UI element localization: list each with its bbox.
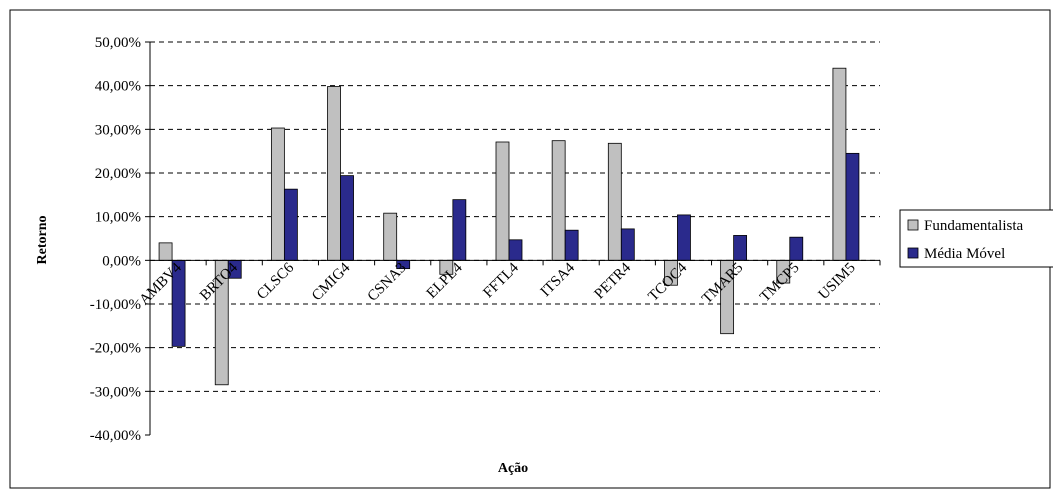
bar-media-movel-petr4 — [620, 228, 635, 261]
bar-fundamentalista-fftl4 — [495, 141, 510, 261]
y-tick-label: 50,00% — [95, 35, 141, 51]
bars — [158, 67, 860, 386]
bar-fundamentalista-cmig4 — [327, 86, 341, 261]
y-axis-title: Retorno — [35, 216, 50, 265]
bar-media-movel-usim5 — [845, 152, 860, 261]
bar-media-movel-cmig4 — [340, 175, 354, 261]
bar-media-movel-fftl4 — [508, 239, 523, 261]
axes — [145, 41, 881, 436]
legend-box — [899, 209, 1053, 268]
bar-fundamentalista-usim5 — [832, 67, 847, 261]
y-tick-label: 10,00% — [95, 210, 141, 226]
y-tick-label: 30,00% — [95, 122, 141, 138]
y-tick-labels: 50,00% 40,00% 30,00% 20,00% 10,00% 0,00% -10,0… — [90, 35, 141, 444]
legend: Fundamentalista Média Móvel — [899, 209, 1053, 268]
legend-label-fundamentalista: Fundamentalista — [924, 218, 1023, 234]
bar-media-movel-tmar5 — [733, 235, 748, 261]
y-tick-label: 20,00% — [95, 166, 141, 182]
bar-fundamentalista-itsa4 — [551, 140, 566, 261]
bar-media-movel-itsa4 — [564, 229, 579, 261]
y-tick-label: -10,00% — [90, 297, 141, 313]
y-tick-label: 40,00% — [95, 79, 141, 95]
legend-swatch-media-movel — [907, 247, 919, 259]
chart-outer-border — [9, 9, 1051, 489]
bar-media-movel-tcoc4 — [677, 214, 691, 261]
bar-fundamentalista-csna3 — [383, 212, 398, 261]
y-tick-label: -30,00% — [90, 384, 141, 400]
legend-swatch-fundamentalista — [907, 219, 919, 231]
y-tick-label: -40,00% — [90, 428, 141, 444]
y-tick-label: 0,00% — [102, 253, 141, 269]
bar-media-movel-clsc6 — [283, 188, 298, 261]
bar-fundamentalista-petr4 — [607, 142, 622, 261]
bar-media-movel-elpl4 — [452, 199, 467, 261]
legend-label-media-movel: Média Móvel — [924, 246, 1005, 262]
bar-media-movel-tmcp5 — [789, 236, 804, 261]
bar-fundamentalista-ambv4 — [158, 242, 173, 261]
y-tick-label: -20,00% — [90, 341, 141, 357]
bar-fundamentalista-clsc6 — [270, 127, 285, 261]
x-axis-title: Ação — [498, 461, 528, 476]
